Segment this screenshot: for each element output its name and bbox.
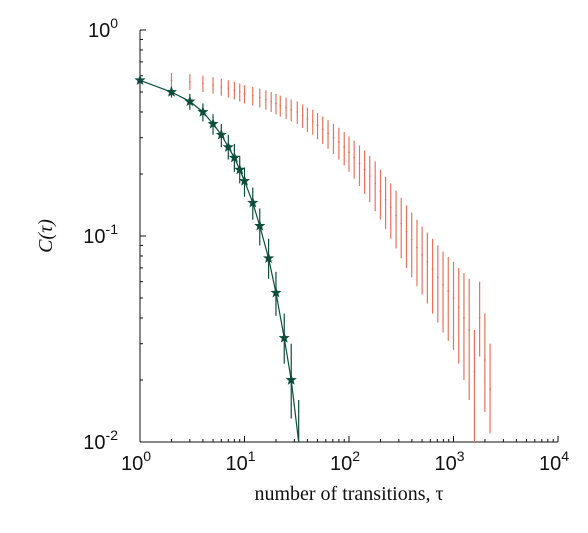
data-point — [270, 286, 282, 298]
data-point — [254, 220, 266, 231]
data-point — [170, 79, 173, 82]
x-tick-label: 101 — [225, 448, 255, 475]
data-point — [290, 108, 293, 111]
data-point — [431, 268, 434, 271]
data-point — [332, 136, 335, 139]
data-point — [374, 182, 377, 185]
data-point — [405, 230, 408, 233]
data-point — [379, 190, 382, 193]
data-point — [215, 128, 227, 140]
data-point — [306, 118, 309, 120]
data-point — [270, 100, 273, 103]
data-point — [358, 162, 361, 165]
x-ticks: 100 101 102 103 104 — [121, 436, 569, 475]
series-1 — [134, 74, 300, 443]
data-point — [264, 98, 267, 101]
data-point — [457, 306, 460, 309]
data-point — [285, 106, 287, 109]
data-point — [197, 106, 209, 117]
data-point — [222, 141, 234, 152]
data-point — [426, 260, 429, 263]
y-tick-label: 10-2 — [83, 427, 118, 454]
data-point — [442, 283, 444, 286]
data-point — [238, 175, 251, 186]
data-point — [468, 329, 471, 331]
data-point — [343, 146, 346, 149]
data-point — [227, 87, 230, 90]
data-point — [353, 156, 356, 159]
data-point — [483, 359, 486, 361]
data-point — [278, 332, 290, 343]
data-point — [285, 374, 297, 385]
data-point — [296, 111, 299, 113]
data-point — [234, 163, 246, 175]
data-point — [311, 120, 314, 123]
data-point — [489, 388, 491, 391]
data-point — [452, 297, 455, 299]
data-point — [337, 141, 340, 144]
data-point — [251, 94, 254, 97]
data-point — [228, 151, 240, 163]
plot-area — [134, 72, 491, 443]
series-0 — [170, 72, 491, 442]
data-point — [395, 214, 397, 217]
data-point — [321, 128, 324, 131]
data-point — [316, 124, 319, 127]
data-point — [384, 198, 387, 201]
y-tick-label: 10-1 — [83, 221, 118, 248]
data-point — [327, 132, 329, 135]
data-point — [436, 276, 439, 279]
data-point — [184, 95, 196, 107]
data-point — [478, 317, 481, 319]
data-point — [447, 290, 450, 293]
data-point — [165, 86, 178, 97]
data-point — [188, 80, 191, 83]
data-point — [258, 96, 261, 99]
data-point — [400, 222, 403, 225]
data-point — [212, 84, 214, 87]
data-point — [279, 104, 282, 107]
y-axis-label: C(τ) — [35, 219, 57, 253]
data-point — [243, 92, 246, 95]
data-point — [410, 238, 413, 241]
data-point — [247, 196, 259, 208]
data-point — [368, 175, 371, 178]
data-point — [134, 74, 146, 86]
x-tick-label: 104 — [539, 448, 569, 475]
data-point — [421, 253, 424, 256]
data-point — [301, 114, 304, 117]
data-point — [207, 118, 219, 129]
data-point — [238, 91, 241, 93]
data-point — [263, 252, 275, 263]
data-point — [202, 82, 204, 85]
x-axis-label: number of transitions, τ — [254, 483, 443, 505]
data-point — [233, 89, 236, 92]
x-tick-label: 100 — [121, 448, 151, 475]
data-point — [473, 370, 476, 373]
data-point — [389, 206, 392, 209]
x-tick-label: 103 — [434, 448, 464, 475]
y-tick-label: 100 — [88, 15, 118, 42]
data-point — [220, 85, 223, 88]
x-tick-label: 102 — [330, 448, 360, 475]
data-point — [348, 151, 350, 154]
data-point — [416, 246, 418, 249]
data-point — [275, 102, 277, 105]
data-point — [363, 168, 366, 171]
y-ticks: 100 10-1 10-2 — [83, 15, 146, 454]
data-point — [463, 317, 465, 319]
